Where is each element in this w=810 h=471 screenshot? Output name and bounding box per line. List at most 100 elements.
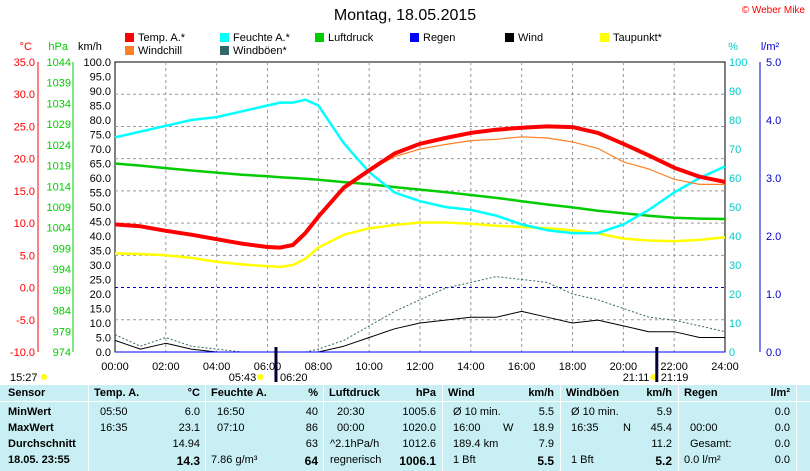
stats-cell: 0.0 [774,406,790,418]
stats-cell: 05:50 [100,406,128,418]
humidity-tick-label: 40 [729,231,741,243]
legend-label: Taupunkt* [613,32,663,44]
wind-tick-label: 20.0 [90,289,111,301]
humidity-tick-label: 0 [729,347,735,359]
sun-markers: 05:43 06:20 21:11 21:19 [229,347,688,384]
pressure-tick-label: 979 [53,326,71,338]
stats-header-gust-unit: km/h [646,387,672,399]
stats-cell: 00:00 [337,422,365,434]
time-tick-label: 10:00 [355,361,383,373]
legend-swatch [125,46,134,55]
wind-tick-label: 25.0 [90,275,111,287]
stats-cell: 00:00 [690,422,718,434]
legend-label: Windchill [138,45,182,57]
pressure-tick-label: 989 [53,285,71,297]
stats-row-label: Durchschnitt [8,438,76,450]
pressure-tick-label: 1029 [47,119,71,131]
stats-cell: 5.5 [538,406,554,418]
legend-label: Temp. A.* [138,32,186,44]
stats-row-label: MaxWert [8,422,54,434]
pressure-tick-label: 1044 [47,57,71,69]
stats-cell: W [503,422,514,434]
wind-tick-label: 75.0 [90,130,111,142]
legend-swatch [125,33,134,42]
stats-cell: ^2.1hPa/h [330,438,380,450]
stats-header-temp: Temp. A. [94,387,140,399]
stats-cell: 7.86 g/m³ [211,454,258,466]
stats-header-press-unit: hPa [415,387,436,399]
wind-tick-label: 5.0 [96,333,111,345]
temp-tick-label: -5.0 [16,315,35,327]
stats-cell: 1 Bft [571,454,594,466]
stats-cell: 45.4 [650,422,672,434]
stats-divider [0,401,810,402]
series-line-temp-a [114,124,726,250]
time-tick-label: 22:00 [660,361,688,373]
time-tick-label: 02:00 [152,361,180,373]
stats-cell: 14.94 [172,438,200,450]
wind-tick-label: 10.0 [90,318,111,330]
humidity-tick-label: 70 [729,144,741,156]
rain-tick-label: 5.0 [766,57,781,69]
temp-tick-label: -10.0 [10,347,35,359]
stats-cell-current-wind: 5.5 [537,454,554,468]
stats-cell: 189.4 km [453,438,499,450]
humidity-unit-label: % [728,41,738,53]
temp-tick-label: 5.0 [20,250,35,262]
stats-cell: 1005.6 [402,406,436,418]
stats-cell: 5.9 [656,406,672,418]
stats-row-avg: Durchschnitt 14.94 63 ^2.1hPa/h 1012.6 1… [0,438,810,453]
stats-cell: 0.0 [774,438,790,450]
sunrise-icon [257,374,264,380]
legend-label: Luftdruck [328,32,374,44]
stats-cell: Ø 10 min. [571,406,619,418]
wind-tick-label: 85.0 [90,101,111,113]
stats-divider [560,385,561,471]
brand-label[interactable]: © Weber Mike [742,5,806,16]
stats-cell: 40 [305,406,318,418]
series-line-windb-en [114,276,726,353]
stats-divider [678,385,679,471]
wind-tick-label: 90.0 [90,86,111,98]
stats-header-sensor: Sensor [8,387,46,399]
stats-header-temp-unit: °C [187,387,200,399]
stats-cell: 0.0 [774,454,790,466]
stats-cell: N [623,422,631,434]
stats-row-max: MaxWert 16:35 23.1 07:10 86 00:00 1020.0… [0,422,810,437]
axes: 35.0 30.0 25.0 20.0 15.0 10.0 5.0 0.0 -5.0 -10.0 1… [10,57,781,373]
pressure-tick-label: 1024 [47,140,71,152]
humidity-tick-label: 20 [729,289,741,301]
stats-cell: 07:10 [217,422,245,434]
wind-tick-label: 15.0 [90,304,111,316]
time-tick-label: 14:00 [457,361,485,373]
stats-header-rain-unit: l/m² [770,387,790,399]
current-time-label: 15:27 [10,372,38,384]
stats-header-hum: Feuchte A. [211,387,267,399]
stats-row-current: 18.05. 23:55 14.3 7.86 g/m³ 64 regnerisc… [0,454,810,469]
stats-cell: 11.2 [651,438,672,450]
wind-tick-label: 60.0 [90,173,111,185]
stats-cell: 1 Bft [453,454,476,466]
humidity-tick-label: 80 [729,115,741,127]
pressure-tick-label: 1014 [47,181,71,193]
chart-title: Montag, 18.05.2015 [334,7,476,24]
wind-tick-label: 55.0 [90,188,111,200]
stats-divider [442,385,443,471]
pressure-tick-label: 1009 [47,202,71,214]
legend-swatch [505,33,514,42]
wind-tick-label: 40.0 [90,231,111,243]
stats-divider [205,385,206,471]
pressure-tick-label: 999 [53,243,71,255]
stats-row-label: 18.05. 23:55 [8,454,70,466]
stats-row-label: MinWert [8,406,52,418]
time-tick-label: 08:00 [305,361,333,373]
temp-tick-label: 0.0 [20,283,35,295]
temp-tick-label: 20.0 [14,154,35,166]
weather-chart: Montag, 18.05.2015 © Weber Mike Temp. A.… [10,5,806,384]
temp-tick-label: 15.0 [14,186,35,198]
pressure-tick-label: 984 [53,306,71,318]
pressure-unit-label: hPa [48,41,68,53]
stats-cell: 16:35 [571,422,599,434]
wind-tick-label: 95.0 [90,72,111,84]
temp-tick-label: 30.0 [14,89,35,101]
